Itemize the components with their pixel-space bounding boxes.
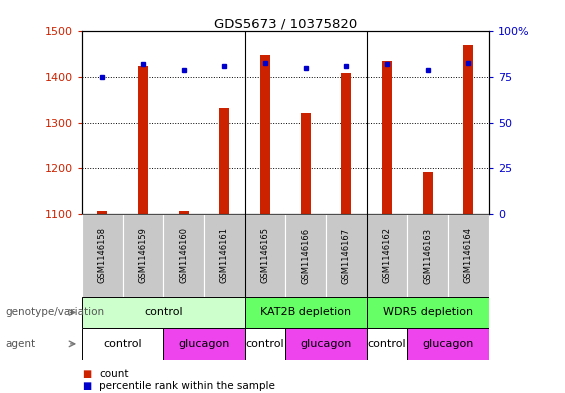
Title: GDS5673 / 10375820: GDS5673 / 10375820	[214, 17, 357, 30]
Bar	[367, 214, 407, 297]
Text: percentile rank within the sample: percentile rank within the sample	[99, 381, 275, 391]
Bar	[448, 214, 489, 297]
Text: count: count	[99, 369, 128, 379]
Text: agent: agent	[6, 339, 36, 349]
Text: control: control	[103, 339, 142, 349]
Bar	[382, 61, 392, 214]
Bar	[219, 108, 229, 214]
Text: KAT2B depletion: KAT2B depletion	[260, 307, 351, 318]
Bar	[163, 328, 245, 360]
Text: GSM1146163: GSM1146163	[423, 228, 432, 283]
Bar	[341, 73, 351, 214]
Bar	[82, 328, 163, 360]
Text: GSM1146158: GSM1146158	[98, 228, 107, 283]
Text: GSM1146167: GSM1146167	[342, 228, 351, 283]
Bar	[407, 214, 448, 297]
Text: ■: ■	[82, 381, 91, 391]
Bar	[367, 328, 407, 360]
Bar	[301, 113, 311, 214]
Bar	[97, 211, 107, 214]
Bar	[82, 297, 245, 328]
Bar	[179, 211, 189, 214]
Bar	[423, 172, 433, 214]
Bar	[407, 328, 489, 360]
Text: ■: ■	[82, 369, 91, 379]
Text: GSM1146165: GSM1146165	[260, 228, 270, 283]
Text: control: control	[368, 339, 406, 349]
Bar	[82, 214, 123, 297]
Bar	[367, 297, 489, 328]
Text: genotype/variation: genotype/variation	[6, 307, 105, 318]
Text: control: control	[246, 339, 284, 349]
Bar	[245, 328, 285, 360]
Text: glucagon: glucagon	[301, 339, 351, 349]
Text: glucagon: glucagon	[179, 339, 229, 349]
Text: GSM1146162: GSM1146162	[383, 228, 392, 283]
Text: GSM1146160: GSM1146160	[179, 228, 188, 283]
Bar	[463, 45, 473, 214]
Text: WDR5 depletion: WDR5 depletion	[383, 307, 473, 318]
Text: glucagon: glucagon	[423, 339, 473, 349]
Text: GSM1146161: GSM1146161	[220, 228, 229, 283]
Bar	[163, 214, 204, 297]
Bar	[285, 328, 367, 360]
Bar	[204, 214, 245, 297]
Text: GSM1146159: GSM1146159	[138, 228, 147, 283]
Bar	[326, 214, 367, 297]
Text: GSM1146164: GSM1146164	[464, 228, 473, 283]
Bar	[285, 214, 326, 297]
Bar	[123, 214, 163, 297]
Text: control: control	[144, 307, 182, 318]
Bar	[260, 55, 270, 214]
Bar	[138, 66, 148, 214]
Text: GSM1146166: GSM1146166	[301, 228, 310, 283]
Bar	[245, 214, 285, 297]
Bar	[245, 297, 367, 328]
